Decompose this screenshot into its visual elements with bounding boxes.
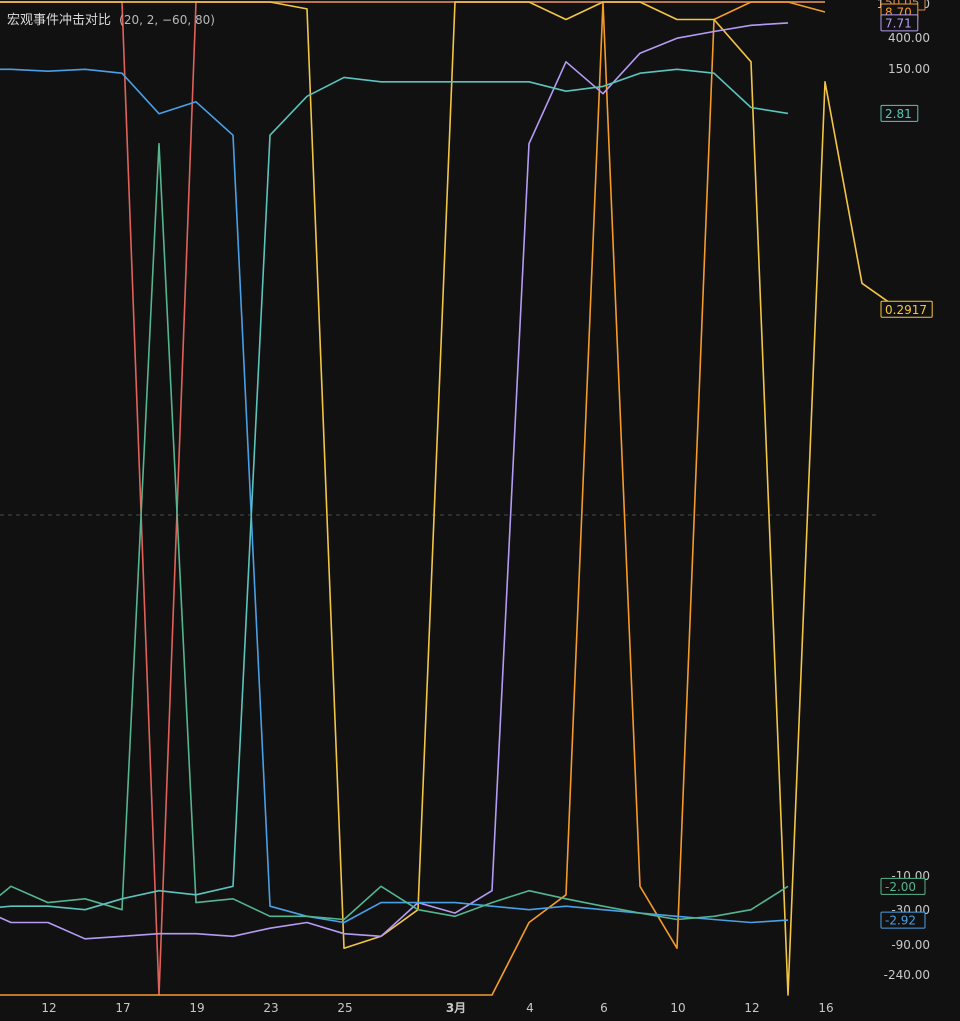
y-tick-label: -90.00 bbox=[891, 938, 930, 952]
series-line bbox=[0, 68, 789, 924]
last-value-badge-text: 0.2917 bbox=[885, 303, 927, 317]
last-value-badge-box bbox=[880, 300, 933, 318]
last-value-badge-box bbox=[880, 14, 919, 32]
last-value-badge-text: -2.00 bbox=[885, 880, 916, 894]
last-value-badge: -2.92 bbox=[880, 911, 926, 929]
x-tick-label: 19 bbox=[189, 1001, 204, 1015]
chart-title: 宏观事件冲击对比 (20, 2, −60, 80) bbox=[7, 9, 215, 28]
series-line bbox=[0, 142, 789, 921]
series-line bbox=[0, 1, 825, 996]
y-tick-label: -240.00 bbox=[884, 968, 930, 982]
x-tick-label: 12 bbox=[744, 1001, 759, 1015]
series-line bbox=[0, 1, 900, 996]
last-value-badge: 7.71 bbox=[880, 14, 919, 32]
last-value-badge-box bbox=[880, 877, 926, 895]
series-line bbox=[0, 1, 826, 996]
x-tick-label: 12 bbox=[41, 1001, 56, 1015]
last-value-badge-box bbox=[880, 104, 919, 122]
last-value-badge-box bbox=[880, 911, 926, 929]
x-tick-label: 4 bbox=[526, 1001, 534, 1015]
x-tick-label: 17 bbox=[115, 1001, 130, 1015]
x-tick-label: 25 bbox=[337, 1001, 352, 1015]
last-value-badge: -2.00 bbox=[880, 877, 926, 895]
last-value-badge: 0.2917 bbox=[880, 300, 933, 318]
series-line bbox=[0, 22, 789, 940]
x-tick-label: 16 bbox=[818, 1001, 833, 1015]
y-tick-label: 400.00 bbox=[888, 31, 930, 45]
chart-params: (20, 2, −60, 80) bbox=[119, 13, 215, 27]
chart-title-text: 宏观事件冲击对比 bbox=[7, 13, 112, 28]
series-line bbox=[0, 68, 789, 911]
last-value-badge-text: 7.71 bbox=[885, 16, 912, 30]
last-value-badge-text: -2.92 bbox=[885, 914, 916, 928]
x-tick-label: 6 bbox=[600, 1001, 608, 1015]
last-value-badge-text: 2.81 bbox=[885, 107, 912, 121]
last-value-badge: 2.81 bbox=[880, 104, 919, 122]
y-tick-label: 150.00 bbox=[888, 62, 930, 76]
x-tick-label: 3月 bbox=[446, 1001, 466, 1015]
x-tick-label: 23 bbox=[263, 1001, 278, 1015]
x-tick-label: 10 bbox=[670, 1001, 685, 1015]
